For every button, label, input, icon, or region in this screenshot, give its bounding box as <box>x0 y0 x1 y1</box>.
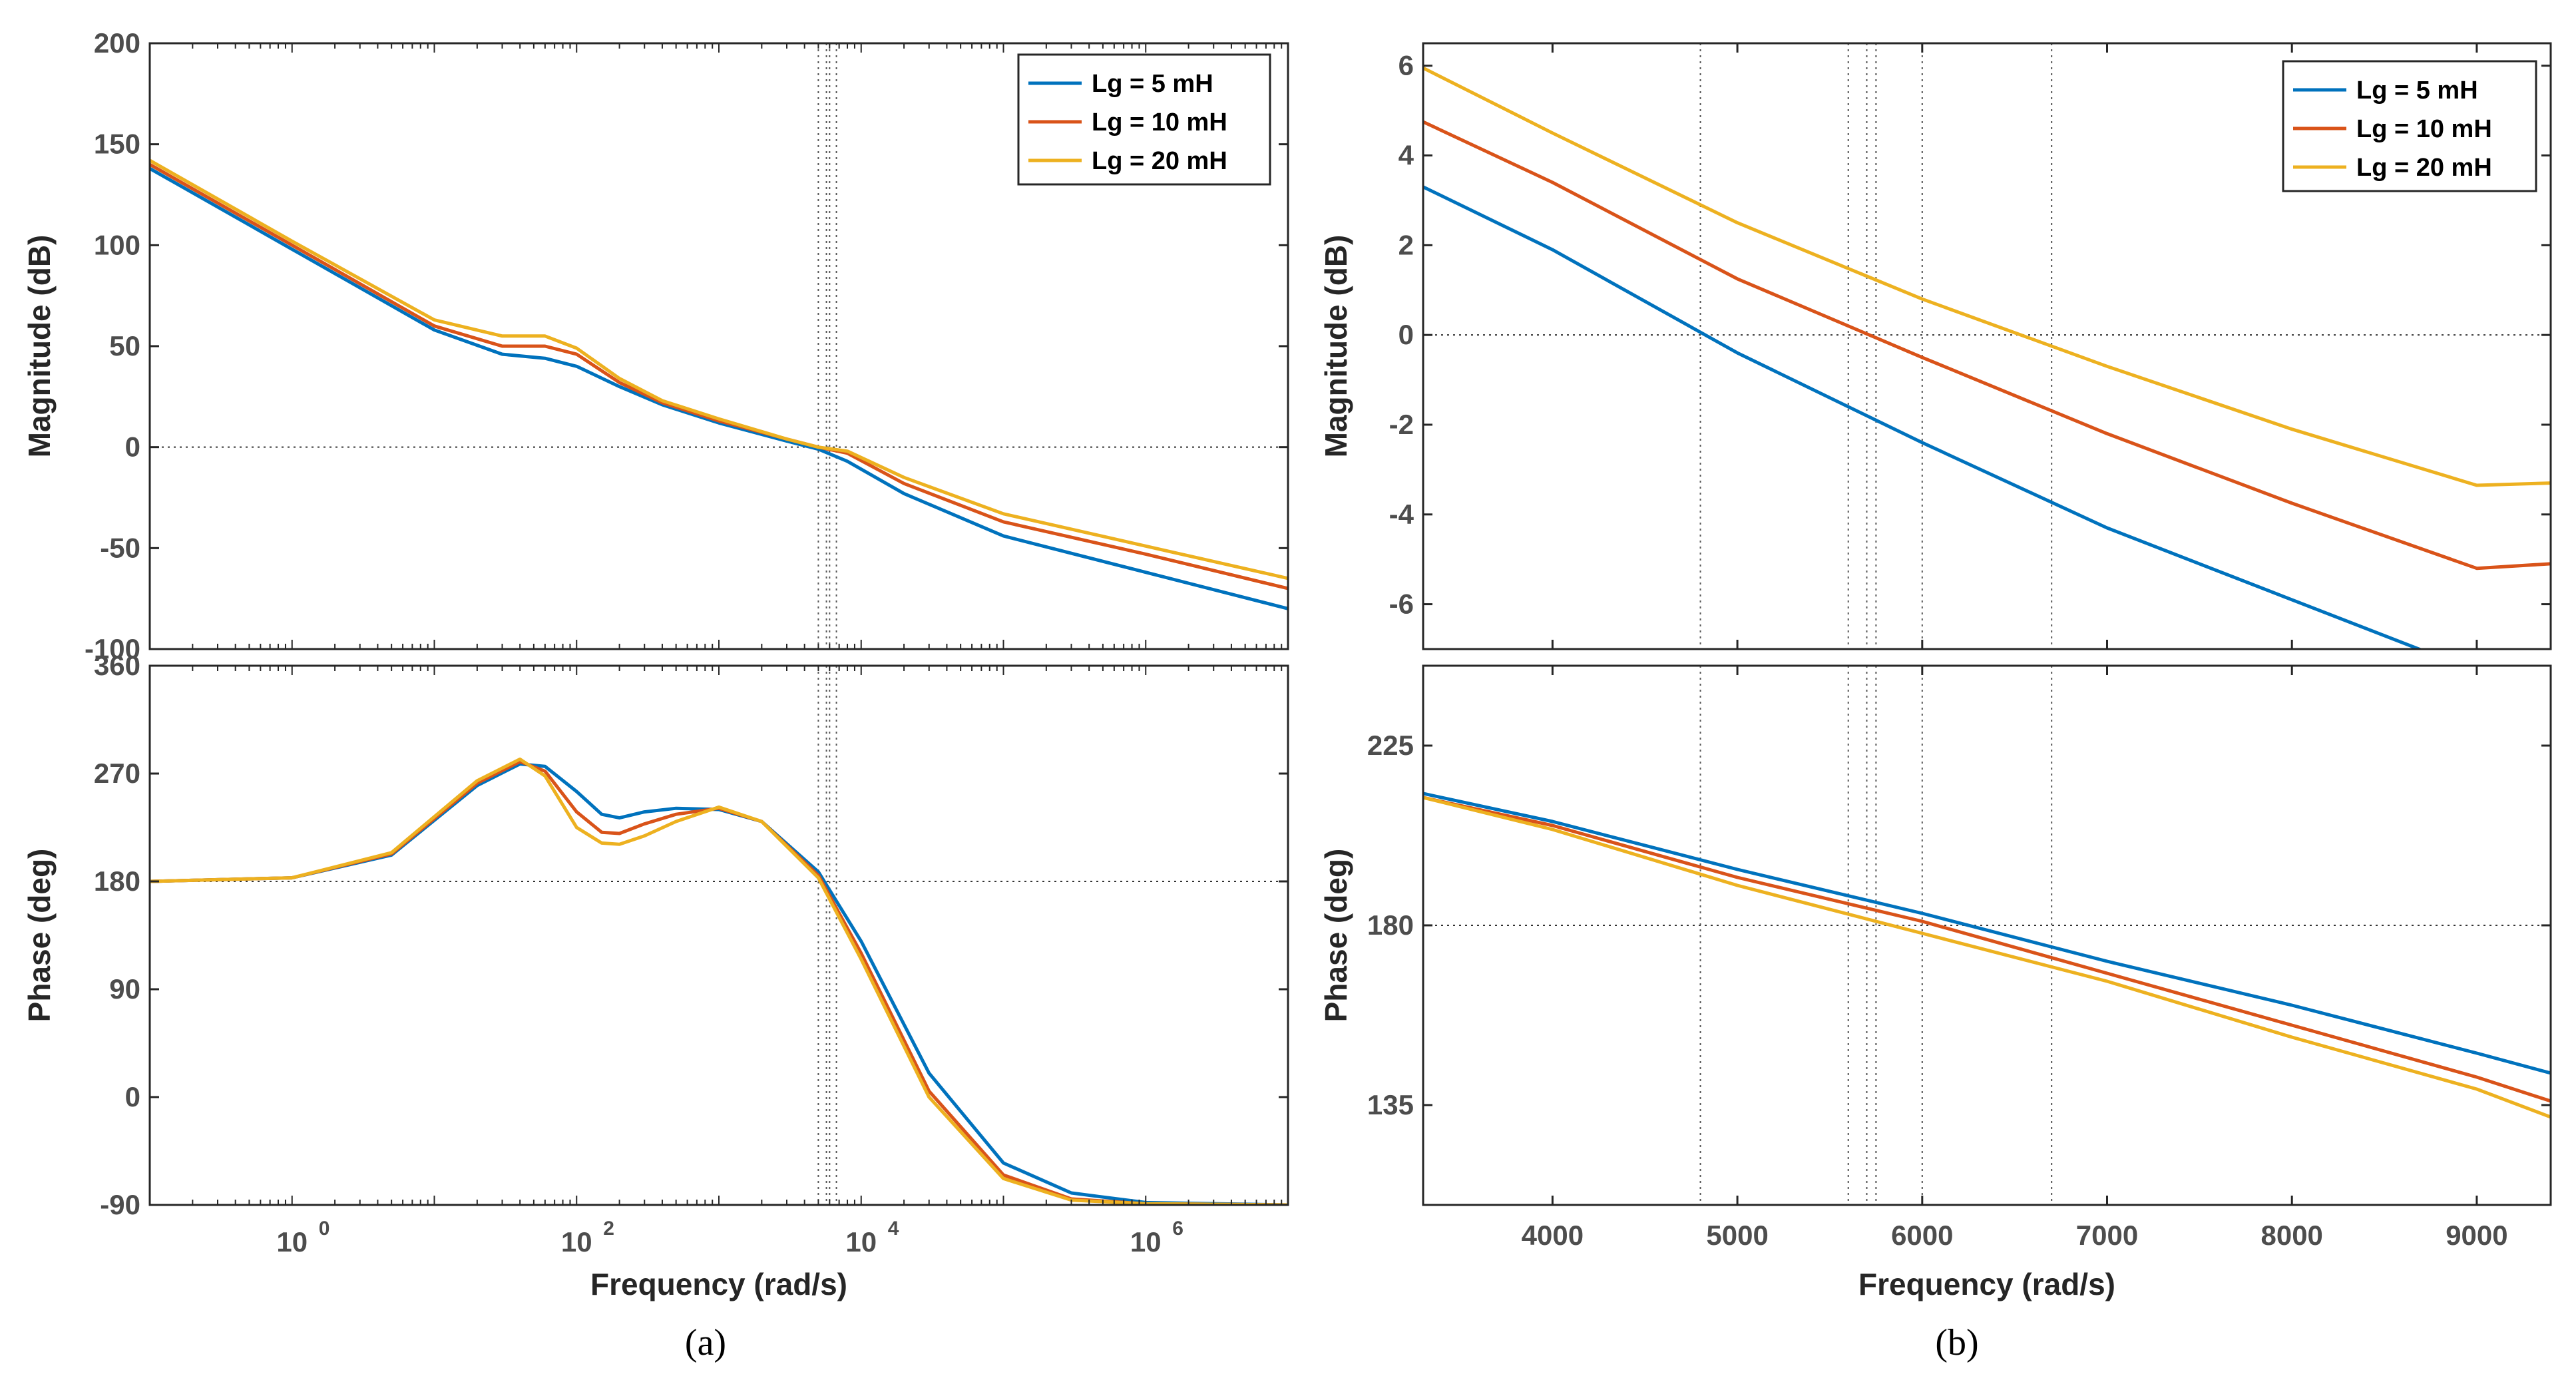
ytick-label-a-magnitude-0: -100 <box>85 633 140 664</box>
series-b-phase-3 <box>1423 796 2551 1119</box>
ytick-label-b-magnitude-4: 2 <box>1398 229 1414 260</box>
series-b-magnitude-3 <box>1423 66 2551 487</box>
ytick-label-a-magnitude-1: -50 <box>100 532 140 563</box>
xlabel-b: Frequency (rad/s) <box>1858 1267 2115 1301</box>
ytick-label-b-magnitude-1: -4 <box>1389 499 1414 530</box>
series-a-magnitude-3 <box>150 158 1288 580</box>
ylabel-a-phase: Phase (deg) <box>22 849 57 1023</box>
xtick-label-b-5: 9000 <box>2446 1220 2507 1251</box>
series-a-phase-3 <box>150 757 1288 1205</box>
ytick-label-b-magnitude-0: -6 <box>1389 588 1414 620</box>
ytick-label-a-phase-0: -90 <box>100 1189 140 1220</box>
series-b-magnitude-2 <box>1423 120 2551 571</box>
ytick-label-a-phase-2: 90 <box>109 973 140 1005</box>
xtick-label-b-3: 7000 <box>2076 1220 2138 1251</box>
ytick-label-a-phase-1: 0 <box>125 1081 140 1112</box>
legend-b-label-3: Lg = 20 mH <box>2356 154 2492 182</box>
xtick-exp-a-0: 0 <box>319 1218 330 1240</box>
legend-a-label-2: Lg = 10 mH <box>1092 109 1227 136</box>
series-a-magnitude-2 <box>150 162 1288 590</box>
xtick-label-a-3: 10 <box>1130 1226 1162 1258</box>
xtick-label-a-1: 10 <box>561 1226 592 1258</box>
ylabel-b-phase: Phase (deg) <box>1319 849 1353 1023</box>
xtick-exp-a-3: 6 <box>1172 1218 1183 1240</box>
series-a-phase-1 <box>150 762 1288 1205</box>
axes-box-b-magnitude <box>1422 42 2552 650</box>
xtick-label-b-2: 6000 <box>1891 1220 1953 1251</box>
legend-a: Lg = 5 mH Lg = 10 mH Lg = 20 mH <box>1017 53 1271 186</box>
ylabel-b-magnitude: Magnitude (dB) <box>1319 235 1353 458</box>
series-b-magnitude-1 <box>1423 185 2424 649</box>
ytick-label-a-phase-4: 270 <box>94 758 140 789</box>
caption-b: (b) <box>1935 1322 1978 1363</box>
series-layer <box>150 66 2551 1205</box>
axes-box-a-phase <box>148 664 1289 1206</box>
ytick-label-a-magnitude-5: 150 <box>94 128 140 160</box>
grid-layer <box>150 43 2551 1205</box>
ytick-label-b-magnitude-2: -2 <box>1389 409 1414 440</box>
axes-layer <box>148 42 2552 1206</box>
ytick-label-b-magnitude-5: 4 <box>1398 140 1414 171</box>
ytick-label-b-phase-2: 225 <box>1367 730 1414 761</box>
ytick-label-b-magnitude-6: 6 <box>1398 50 1414 81</box>
ylabel-a-magnitude: Magnitude (dB) <box>22 235 57 458</box>
ytick-label-a-phase-5: 360 <box>94 650 140 681</box>
ytick-label-b-phase-0: 135 <box>1367 1089 1414 1120</box>
caption-a: (a) <box>685 1322 726 1363</box>
axes-box-b-phase <box>1422 664 2552 1206</box>
xlabel-a: Frequency (rad/s) <box>590 1267 847 1301</box>
xtick-exp-a-2: 4 <box>888 1218 899 1240</box>
series-b-phase-2 <box>1423 796 2551 1103</box>
legend-b: Lg = 5 mH Lg = 10 mH Lg = 20 mH <box>2282 60 2537 192</box>
xtick-label-a-0: 10 <box>276 1226 308 1258</box>
xtick-label-b-4: 8000 <box>2260 1220 2322 1251</box>
legend-b-label-1: Lg = 5 mH <box>2356 77 2478 105</box>
series-b-phase-1 <box>1423 792 2551 1075</box>
ytick-label-a-magnitude-2: 0 <box>125 431 140 463</box>
ytick-label-a-magnitude-4: 100 <box>94 229 140 260</box>
legend-b-label-2: Lg = 10 mH <box>2356 115 2492 143</box>
ytick-label-a-magnitude-3: 50 <box>109 330 140 361</box>
ytick-label-b-phase-1: 180 <box>1367 909 1414 941</box>
series-a-magnitude-1 <box>150 166 1288 610</box>
legend-a-label-1: Lg = 5 mH <box>1092 70 1213 98</box>
ytick-label-a-phase-3: 180 <box>94 865 140 897</box>
legend-a-label-3: Lg = 20 mH <box>1092 147 1227 175</box>
ytick-label-a-magnitude-6: 200 <box>94 27 140 59</box>
xtick-exp-a-1: 2 <box>603 1218 614 1240</box>
xtick-label-a-2: 10 <box>845 1226 877 1258</box>
series-a-phase-2 <box>150 760 1288 1205</box>
ytick-label-b-magnitude-3: 0 <box>1398 319 1414 350</box>
xtick-label-b-1: 5000 <box>1706 1220 1768 1251</box>
xtick-label-b-0: 4000 <box>1522 1220 1584 1251</box>
